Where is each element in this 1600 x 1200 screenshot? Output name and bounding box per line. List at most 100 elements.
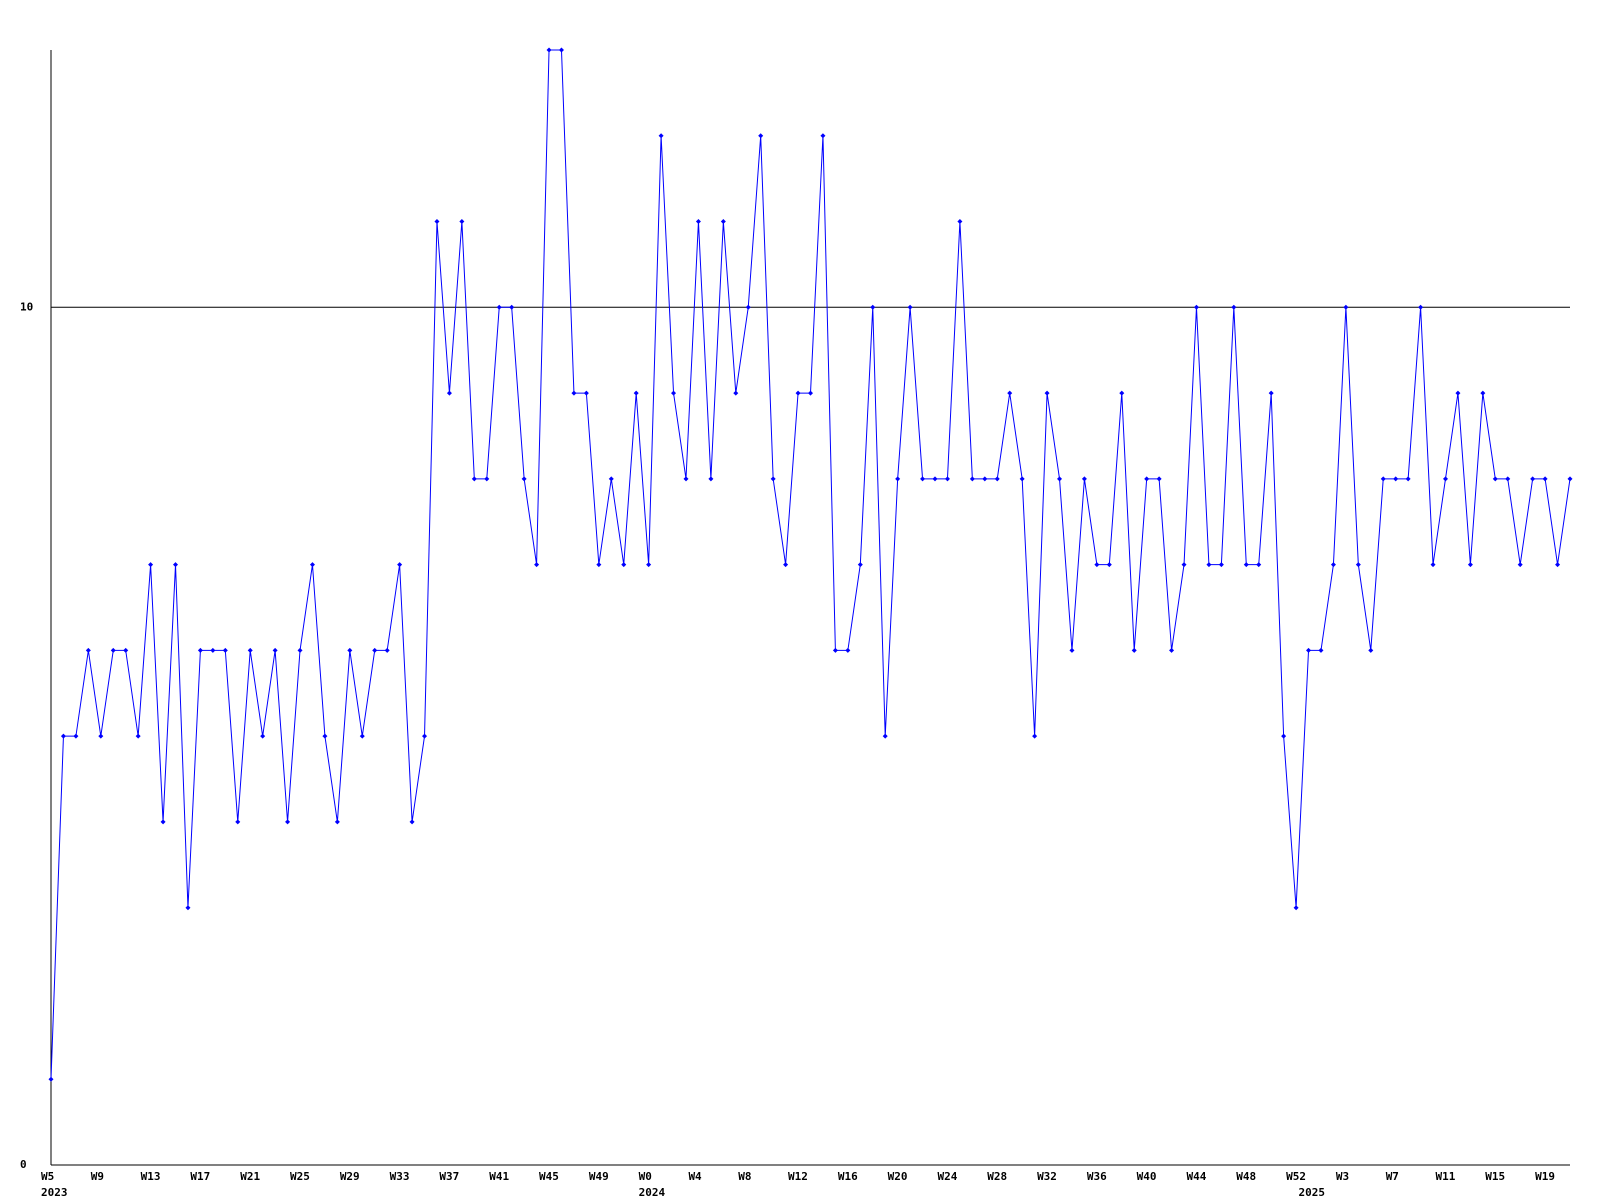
data-point	[185, 905, 191, 911]
data-point	[1193, 304, 1199, 310]
data-point	[1492, 476, 1498, 482]
data-point	[484, 476, 490, 482]
x-tick-label: W40	[1137, 1170, 1157, 1183]
data-point	[1293, 905, 1299, 911]
data-point	[1368, 647, 1374, 653]
data-point	[135, 733, 141, 739]
data-point	[621, 562, 627, 568]
data-point	[1555, 562, 1561, 568]
data-point	[745, 304, 751, 310]
data-point	[1405, 476, 1411, 482]
data-point	[770, 476, 776, 482]
data-point	[347, 647, 353, 653]
x-tick-label: W44	[1186, 1170, 1206, 1183]
data-point	[1231, 304, 1237, 310]
x-year-label: 2025	[1299, 1186, 1326, 1199]
data-point	[808, 390, 813, 396]
data-point	[1106, 562, 1112, 568]
data-point	[1144, 476, 1150, 482]
data-point	[173, 562, 179, 568]
data-point	[1019, 476, 1025, 482]
data-point	[1380, 476, 1386, 482]
data-point	[882, 733, 888, 739]
x-tick-label: W24	[937, 1170, 957, 1183]
data-point	[1418, 304, 1424, 310]
x-tick-label: W20	[888, 1170, 908, 1183]
x-tick-label: W21	[240, 1170, 260, 1183]
data-point	[197, 647, 203, 653]
data-point	[148, 562, 154, 568]
y-tick-label: 0	[20, 1158, 27, 1171]
x-tick-label: W32	[1037, 1170, 1057, 1183]
data-point	[1131, 647, 1137, 653]
data-point	[695, 219, 701, 225]
data-point	[969, 476, 975, 482]
data-point	[322, 733, 328, 739]
y-tick-label: 10	[20, 300, 33, 313]
data-point	[683, 476, 689, 482]
data-point	[658, 133, 664, 139]
x-tick-label: W49	[589, 1170, 609, 1183]
x-tick-label: W9	[91, 1170, 104, 1183]
data-point	[534, 562, 540, 568]
data-point	[957, 219, 963, 225]
data-point	[845, 647, 851, 653]
data-point	[1430, 562, 1436, 568]
data-point	[1181, 562, 1187, 568]
x-tick-label: W15	[1485, 1170, 1505, 1183]
data-point	[895, 476, 901, 482]
data-point	[110, 647, 116, 653]
data-point	[608, 476, 614, 482]
data-point	[1268, 390, 1274, 396]
data-point	[1156, 476, 1162, 482]
x-tick-label: W37	[439, 1170, 459, 1183]
x-tick-label: W52	[1286, 1170, 1306, 1183]
data-point	[85, 647, 91, 653]
data-point	[210, 647, 216, 653]
data-point	[633, 390, 639, 396]
data-point	[1542, 476, 1548, 482]
data-point	[285, 819, 291, 825]
data-point	[1517, 562, 1523, 568]
data-point	[671, 390, 677, 396]
data-point	[272, 647, 278, 653]
data-point	[920, 476, 926, 482]
x-tick-label: W13	[141, 1170, 161, 1183]
x-year-label: 2024	[639, 1186, 666, 1199]
x-tick-label: W45	[539, 1170, 559, 1183]
x-tick-label: W7	[1386, 1170, 1399, 1183]
data-point	[870, 304, 876, 310]
x-tick-label: W48	[1236, 1170, 1256, 1183]
data-point	[1218, 562, 1224, 568]
data-point	[1355, 562, 1361, 568]
data-point	[471, 476, 477, 482]
data-point	[60, 733, 66, 739]
data-point	[907, 304, 913, 310]
data-point	[820, 133, 826, 139]
x-tick-label: W16	[838, 1170, 858, 1183]
data-point	[446, 390, 452, 396]
data-point	[1455, 390, 1461, 396]
data-point	[596, 562, 602, 568]
x-tick-label: W8	[738, 1170, 751, 1183]
data-point	[857, 562, 863, 568]
data-point	[459, 219, 465, 225]
data-point	[832, 647, 838, 653]
data-point	[1318, 647, 1324, 653]
data-point	[733, 390, 739, 396]
data-point	[309, 562, 315, 568]
data-point	[521, 476, 527, 482]
data-point	[1057, 476, 1063, 482]
data-point	[583, 390, 589, 396]
data-point	[708, 476, 714, 482]
data-point	[247, 647, 253, 653]
data-point	[160, 819, 166, 825]
data-point	[1081, 476, 1087, 482]
data-point	[1007, 390, 1013, 396]
data-point	[1032, 733, 1038, 739]
x-tick-label: W12	[788, 1170, 808, 1183]
data-point	[260, 733, 266, 739]
data-point	[1567, 476, 1573, 482]
